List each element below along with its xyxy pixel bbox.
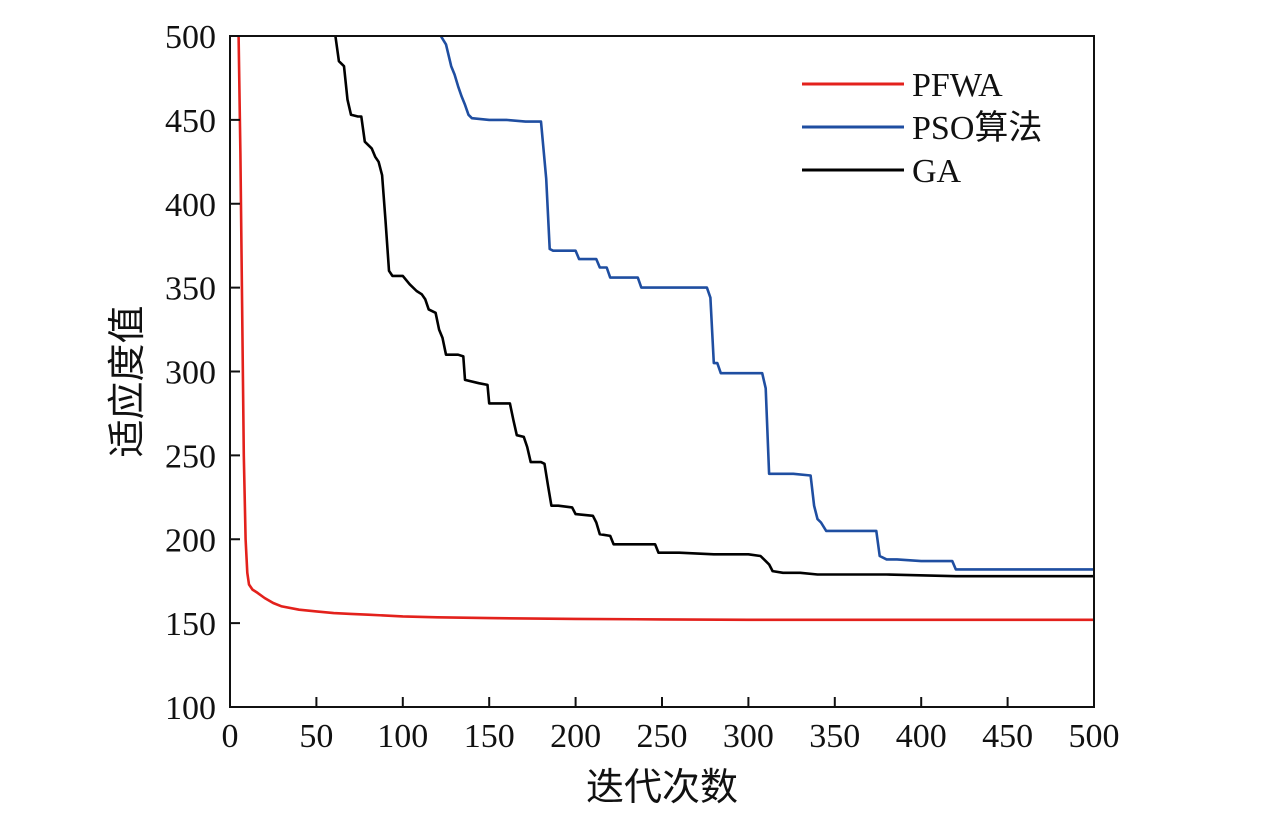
x-tick-label: 350 [809,718,860,755]
y-axis-title: 适应度值 [107,305,149,457]
series-layer [237,36,1094,622]
y-tick-label: 300 [165,355,216,392]
plot-frame [229,35,1095,708]
x-tick-label: 500 [1069,718,1120,755]
legend-label: PSO算法 [912,109,1042,147]
axis-ticks: 0 50 100 150 200 250 300 350 400 450 500 100 150 200 2… [165,19,1120,755]
legend: PFWA PSO算法 GA [802,67,1042,190]
legend-label: GA [912,153,962,190]
x-tick-label: 250 [637,718,688,755]
legend-label: PFWA [912,67,1003,104]
series-line-PSO算法 [439,36,1094,571]
y-tick-label: 200 [165,522,216,559]
x-tick-label: 450 [982,718,1033,755]
series-line-GA [334,36,1094,578]
x-tick-label: 0 [222,718,239,755]
series-line-PFWA [237,36,1094,622]
x-tick-label: 100 [377,718,428,755]
y-tick-label: 350 [165,271,216,308]
y-tick-label: 100 [165,690,216,727]
y-tick-label: 400 [165,187,216,224]
y-tick-label: 450 [165,103,216,140]
x-tick-label: 300 [723,718,774,755]
x-tick-label: 200 [550,718,601,755]
x-tick-label: 400 [896,718,947,755]
x-tick-label: 50 [299,718,333,755]
x-tick-label: 150 [464,718,515,755]
y-tick-label: 150 [165,606,216,643]
y-tick-label: 500 [165,19,216,56]
x-axis-title: 迭代次数 [586,767,738,809]
y-tick-label: 250 [165,438,216,475]
